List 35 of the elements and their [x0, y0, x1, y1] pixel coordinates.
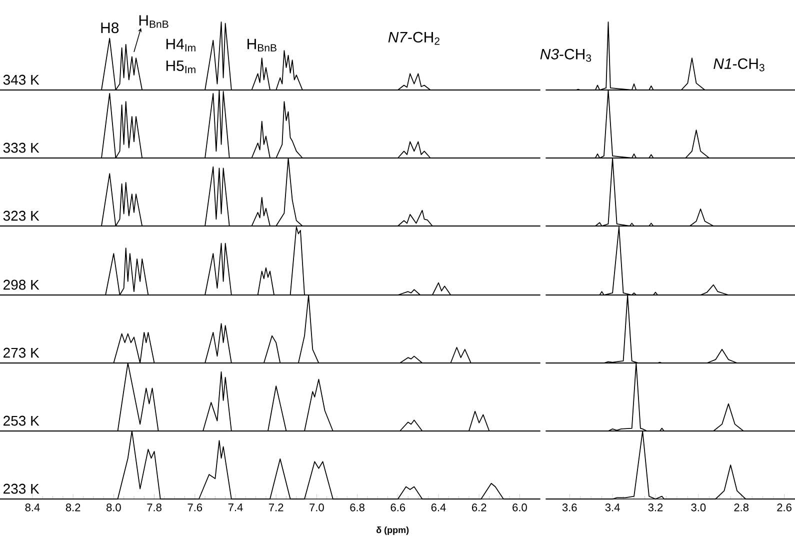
annotation: H$_{BnB}$ [139, 15, 168, 28]
x-tick-label: 3.2 [648, 504, 663, 512]
y-axis-title: 273 K [4, 348, 40, 358]
annotation: H8 [101, 22, 119, 34]
y-axis-title: 343 K [3, 74, 40, 85]
x-tick-label: 3.4 [605, 504, 620, 512]
x-tick-label: 6.6 [390, 504, 406, 512]
annotation: N1-CH$_{3}$ [714, 58, 764, 72]
y-axis-title: 323 K [3, 210, 40, 221]
x-tick-label: 2.8 [734, 504, 749, 512]
y-axis-title: 333 K [3, 142, 40, 153]
x-tick-label: 8.4 [25, 504, 40, 512]
x-tick-label: 3.6 [562, 504, 577, 512]
annotation: N7-CH$_{2}$ [388, 32, 440, 45]
x-axis-title: δ (ppm) [376, 526, 409, 535]
y-axis-title: 233 K [4, 484, 40, 494]
x-tick-label: 6.8 [350, 504, 364, 512]
x-tick-label: 7.0 [310, 504, 324, 512]
y-axis-title: 253 K [4, 416, 40, 426]
annotation: H$_{BnB}$ [248, 38, 276, 52]
annotation: N3-CH$_{3}$ [540, 48, 592, 62]
x-tick-label: 8.0 [106, 504, 121, 512]
x-tick-label: 6.4 [431, 504, 446, 512]
x-tick-label: 6.2 [472, 504, 486, 512]
x-tick-label: 3.0 [691, 504, 706, 512]
y-axis-title: 298 K [4, 280, 40, 290]
x-tick-label: 8.2 [66, 504, 80, 512]
x-tick-label: 7.4 [228, 504, 243, 512]
annotation: H4$_{Im}$ [166, 38, 196, 52]
x-tick-label: 7.6 [188, 504, 202, 512]
x-tick-label: 7.2 [269, 504, 284, 512]
annotation: H5$_{Im}$ [166, 60, 196, 74]
x-tick-label: 2.6 [777, 504, 792, 512]
x-tick-label: 7.8 [147, 504, 162, 512]
x-tick-label: 6.0 [512, 504, 527, 512]
